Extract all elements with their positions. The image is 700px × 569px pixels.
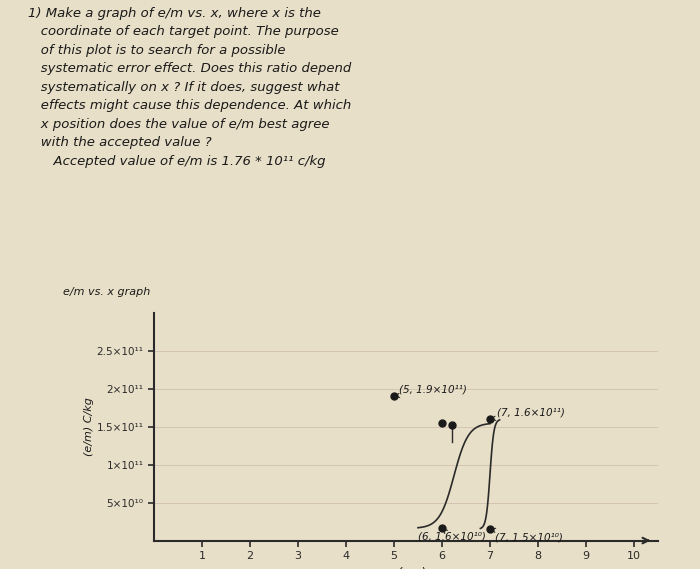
- Text: e/m vs. x graph: e/m vs. x graph: [63, 287, 150, 297]
- Text: (6, 1.6×10¹⁰): (6, 1.6×10¹⁰): [418, 529, 486, 542]
- Text: 1) Make a graph of e/m vs. x, where x is the
   coordinate of each target point.: 1) Make a graph of e/m vs. x, where x is…: [28, 7, 351, 168]
- X-axis label: x (cm): x (cm): [386, 567, 426, 569]
- Text: (5, 1.9×10¹¹): (5, 1.9×10¹¹): [395, 385, 467, 398]
- Text: (7, 1.5×10¹⁰): (7, 1.5×10¹⁰): [490, 528, 563, 543]
- Text: (7, 1.6×10¹¹): (7, 1.6×10¹¹): [491, 407, 565, 420]
- Y-axis label: (e/m) C/kg: (e/m) C/kg: [84, 397, 94, 456]
